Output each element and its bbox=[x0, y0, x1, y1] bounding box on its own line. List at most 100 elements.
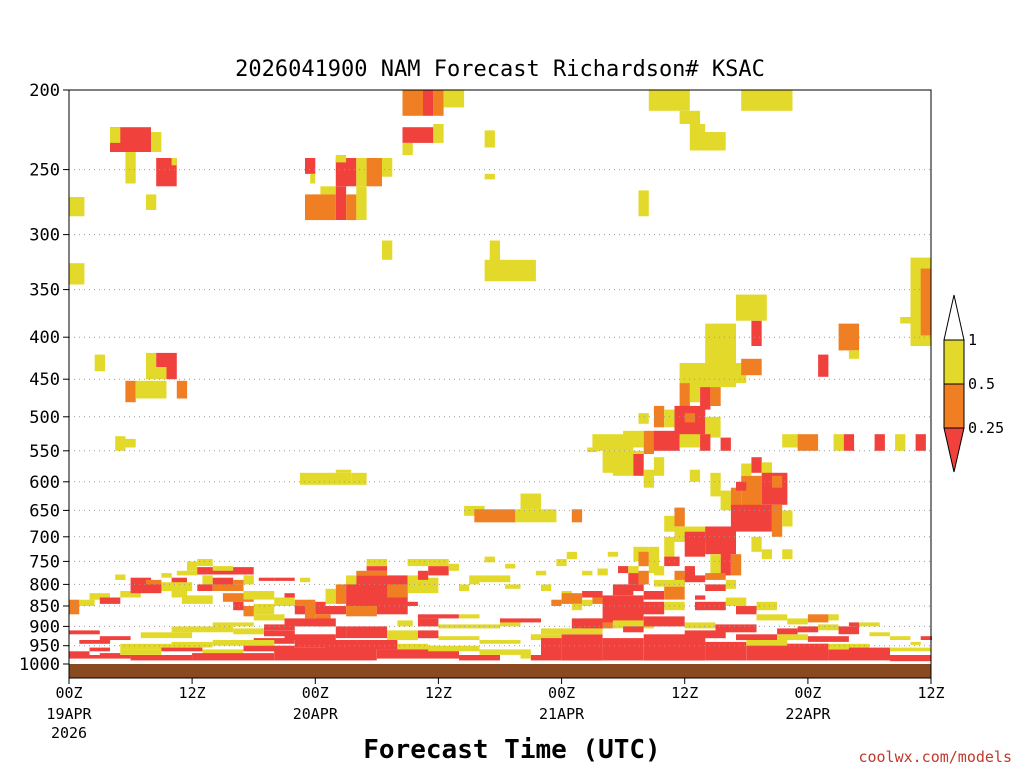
data-block bbox=[705, 573, 726, 580]
data-block bbox=[146, 352, 157, 380]
watermark: coolwx.com/models bbox=[858, 748, 1012, 766]
data-block bbox=[705, 416, 721, 438]
data-block bbox=[479, 575, 511, 583]
data-block bbox=[125, 438, 136, 448]
data-block bbox=[284, 618, 336, 627]
data-block bbox=[628, 566, 639, 574]
data-block bbox=[356, 570, 388, 576]
data-block bbox=[828, 614, 839, 621]
data-block bbox=[848, 647, 890, 654]
data-block bbox=[351, 472, 367, 485]
data-block bbox=[151, 132, 162, 152]
data-block bbox=[438, 636, 480, 640]
data-block bbox=[689, 124, 706, 132]
data-block bbox=[874, 434, 885, 451]
legend-top-arrow bbox=[943, 294, 965, 341]
data-block bbox=[417, 630, 439, 639]
data-block bbox=[689, 132, 726, 151]
data-block bbox=[433, 90, 444, 116]
y-tick-label: 1000 bbox=[19, 655, 60, 675]
x-tick-date: 22APR bbox=[785, 705, 831, 723]
data-block bbox=[653, 566, 665, 576]
data-block bbox=[156, 158, 177, 187]
data-block bbox=[402, 90, 423, 116]
data-block bbox=[366, 566, 388, 571]
data-block bbox=[582, 591, 603, 598]
data-block bbox=[130, 655, 193, 661]
data-block bbox=[356, 575, 408, 585]
data-block bbox=[407, 559, 429, 567]
data-block bbox=[294, 599, 316, 606]
data-block bbox=[684, 575, 706, 583]
data-block bbox=[161, 582, 193, 592]
data-block bbox=[530, 634, 562, 641]
data-block bbox=[833, 434, 844, 451]
data-block bbox=[561, 634, 603, 661]
data-block bbox=[561, 593, 583, 604]
data-block bbox=[299, 472, 352, 485]
plot-area bbox=[68, 89, 932, 679]
data-block bbox=[69, 630, 100, 635]
data-block bbox=[120, 649, 162, 655]
data-block bbox=[243, 575, 254, 585]
data-block bbox=[505, 563, 516, 569]
data-block bbox=[782, 434, 798, 448]
data-block bbox=[818, 624, 839, 631]
data-block bbox=[258, 577, 275, 581]
data-block bbox=[541, 628, 603, 635]
y-tick-label: 350 bbox=[29, 281, 60, 301]
data-block bbox=[859, 622, 880, 627]
data-block bbox=[653, 579, 685, 587]
data-block bbox=[736, 294, 767, 321]
legend: 1 0.5 0.25 bbox=[943, 294, 1004, 473]
data-block bbox=[741, 475, 762, 511]
data-block bbox=[99, 636, 131, 640]
data-block bbox=[233, 579, 244, 585]
y-tick-label: 700 bbox=[29, 528, 60, 548]
data-block bbox=[233, 628, 264, 635]
data-block bbox=[771, 475, 783, 488]
data-block bbox=[274, 647, 377, 661]
data-block bbox=[197, 584, 213, 591]
data-block bbox=[335, 158, 357, 187]
data-block bbox=[130, 577, 152, 585]
data-block bbox=[643, 591, 665, 600]
data-block bbox=[264, 630, 295, 637]
data-block bbox=[197, 559, 213, 567]
data-block bbox=[643, 616, 685, 627]
data-block bbox=[838, 323, 860, 351]
data-block bbox=[489, 240, 500, 264]
data-block bbox=[705, 641, 747, 661]
data-block bbox=[166, 352, 177, 380]
data-block bbox=[417, 570, 429, 580]
data-block bbox=[146, 367, 167, 380]
data-block bbox=[376, 606, 408, 615]
data-block bbox=[161, 647, 203, 652]
data-block bbox=[612, 591, 634, 596]
x-tick-label: 12Z bbox=[179, 684, 206, 702]
x-tick-year: 2026 bbox=[51, 724, 87, 742]
legend-swatch bbox=[943, 383, 965, 429]
data-block bbox=[171, 158, 177, 166]
chart-title: 2026041900 NAM Forecast Richardson# KSAC bbox=[235, 57, 765, 82]
data-block bbox=[202, 649, 244, 654]
data-block bbox=[500, 618, 541, 623]
data-block bbox=[679, 363, 736, 388]
data-block bbox=[171, 626, 234, 633]
data-block bbox=[730, 487, 742, 508]
data-block bbox=[648, 90, 690, 111]
data-block bbox=[684, 531, 706, 557]
data-block bbox=[115, 574, 126, 580]
data-block bbox=[69, 263, 85, 285]
data-block bbox=[571, 509, 583, 523]
data-block bbox=[612, 457, 634, 476]
data-block bbox=[120, 643, 172, 650]
data-block bbox=[705, 323, 736, 363]
data-block bbox=[356, 158, 367, 187]
data-block bbox=[664, 556, 680, 567]
data-block bbox=[684, 622, 716, 629]
data-block bbox=[402, 142, 413, 155]
data-block bbox=[417, 618, 439, 627]
legend-swatch bbox=[943, 339, 965, 385]
data-block bbox=[771, 504, 783, 537]
